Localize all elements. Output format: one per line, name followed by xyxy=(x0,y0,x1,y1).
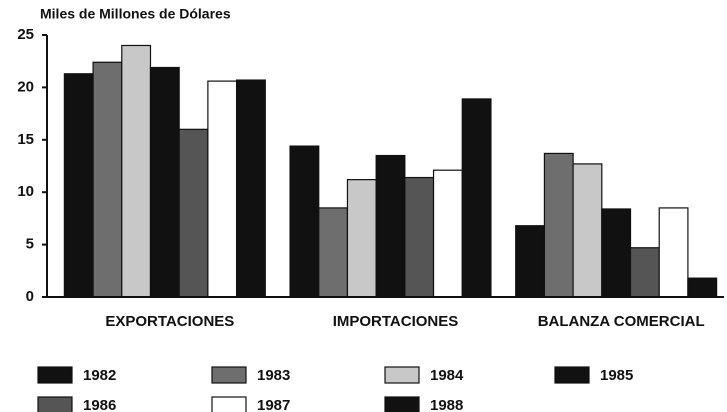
bar xyxy=(346,179,377,298)
bar xyxy=(404,176,435,298)
bar xyxy=(629,247,660,298)
legend-label: 1983 xyxy=(257,367,290,384)
bar xyxy=(289,145,320,298)
legend-swatch xyxy=(554,366,590,384)
legend-swatch xyxy=(37,396,73,412)
x-tick-label: BALANZA COMERCIAL xyxy=(538,313,705,330)
bar xyxy=(121,44,152,298)
bar xyxy=(515,225,546,298)
bar xyxy=(658,207,689,298)
bar xyxy=(572,163,603,298)
bar xyxy=(461,98,492,298)
legend-swatch xyxy=(211,396,247,412)
legend-label: 1986 xyxy=(83,397,116,412)
bar xyxy=(207,80,238,298)
bar xyxy=(235,79,266,298)
y-tick-label: 15 xyxy=(17,131,34,148)
bar xyxy=(92,61,123,298)
legend-swatch xyxy=(384,396,420,412)
bar xyxy=(432,169,463,298)
legend-swatch xyxy=(211,366,247,384)
bar xyxy=(149,66,180,298)
y-tick-label: 10 xyxy=(17,183,34,200)
y-tick-label: 25 xyxy=(17,26,34,43)
legend-label: 1985 xyxy=(600,367,633,384)
legend-label: 1988 xyxy=(430,397,463,412)
bar xyxy=(543,152,574,298)
legend-swatch xyxy=(37,366,73,384)
legend-label: 1984 xyxy=(430,367,464,384)
legend-label: 1982 xyxy=(83,367,116,384)
bar xyxy=(63,73,94,298)
y-tick-label: 0 xyxy=(26,288,34,305)
legend-swatch xyxy=(384,366,420,384)
bar xyxy=(687,277,718,298)
chart-title: Miles de Millones de Dólares xyxy=(40,6,231,22)
x-tick-label: IMPORTACIONES xyxy=(333,313,459,330)
bar xyxy=(178,128,209,298)
legend-label: 1987 xyxy=(257,397,290,412)
bar xyxy=(318,207,349,298)
bar xyxy=(601,208,632,298)
x-tick-label: EXPORTACIONES xyxy=(105,313,234,330)
y-tick-label: 20 xyxy=(17,78,34,95)
bar xyxy=(375,154,406,298)
y-tick-label: 5 xyxy=(26,236,34,253)
